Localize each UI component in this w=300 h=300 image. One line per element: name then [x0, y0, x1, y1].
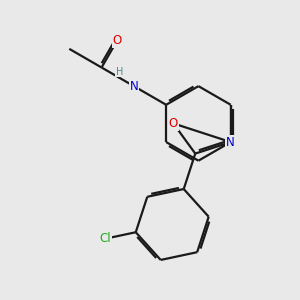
Text: H: H [116, 67, 123, 76]
Text: O: O [169, 117, 178, 130]
Text: Cl: Cl [99, 232, 111, 245]
Text: O: O [113, 34, 122, 46]
Text: N: N [130, 80, 138, 93]
Text: N: N [226, 136, 235, 148]
